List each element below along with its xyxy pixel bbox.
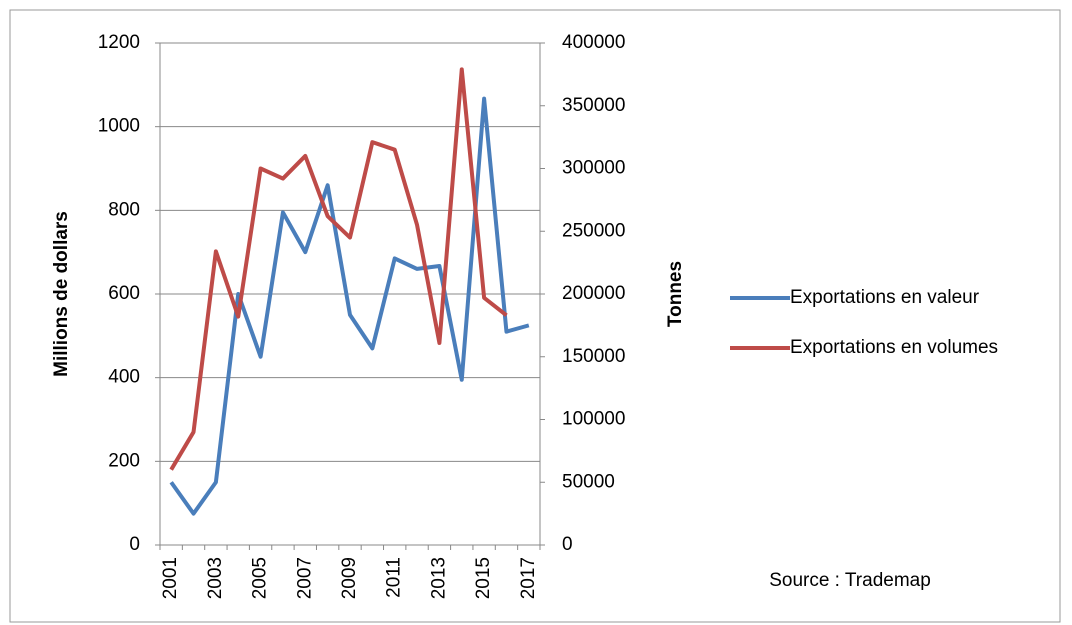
x-tick-label: 2013 [428,557,449,599]
chart-border [9,9,1061,623]
y-tick-label: 800 [108,199,140,220]
series-line [169,67,508,471]
series-line [169,96,530,516]
y-tick-label: 400 [108,367,140,388]
y2-tick-label: 250000 [562,220,625,241]
y2-tick-label: 350000 [562,95,625,116]
y2-tick-label: 0 [562,534,573,555]
y-tick-label: 600 [108,283,140,304]
x-tick-label: 2007 [294,557,315,599]
x-tick-label: 2005 [250,557,271,599]
y-tick-label: 200 [108,450,140,471]
y-tick-label: 0 [129,534,140,555]
legend-label: Exportations en volumes [790,337,998,358]
y2-tick-label: 300000 [562,158,625,179]
y2-tick-label: 200000 [562,283,625,304]
x-tick-label: 2015 [473,557,494,599]
y-tick-label: 1200 [98,32,140,53]
y2-tick-label: 50000 [562,471,615,492]
source-note: Source : Trademap [769,570,931,591]
y2-tick-label: 100000 [562,409,625,430]
x-tick-label: 2003 [205,557,226,599]
y2-tick-label: 400000 [562,32,625,53]
y-axis-title: Millions de dollars [51,211,72,377]
x-tick-label: 2011 [384,557,405,598]
y2-axis-title: Tonnes [665,261,686,327]
x-tick-label: 2017 [518,557,539,599]
x-tick-label: 2009 [339,557,360,599]
x-tick-label: 2001 [160,557,181,599]
y2-tick-label: 150000 [562,346,625,367]
legend-label: Exportations en valeur [790,287,980,308]
y-tick-label: 1000 [98,116,140,137]
